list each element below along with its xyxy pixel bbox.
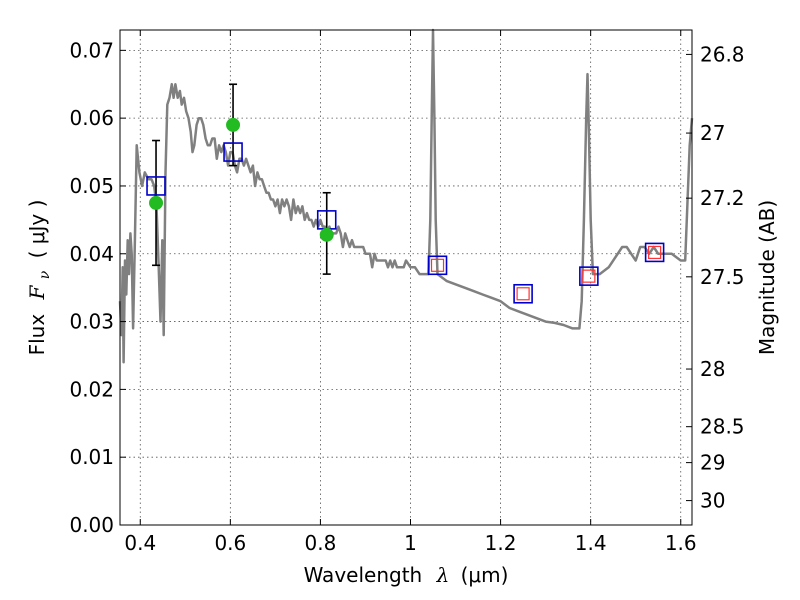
y2-tick-label: 27.5 [700, 265, 745, 289]
x-tick-label: 0.8 [305, 531, 337, 555]
observed-point [319, 227, 334, 242]
predicted-band-square [516, 287, 530, 301]
series-layer [118, 28, 694, 364]
predicted-band-square [582, 269, 596, 283]
model-sed-line [118, 28, 694, 364]
model-band-square [513, 283, 533, 304]
y2-tick-label: 29 [700, 451, 725, 475]
errorbar-layer [152, 83, 331, 275]
y2-tick-label: 26.8 [700, 42, 745, 66]
y2-tick-label: 28 [700, 357, 725, 381]
marker-layer [146, 117, 665, 304]
y-tick-label: 0.02 [69, 377, 114, 401]
y2-tick-label: 27.2 [700, 186, 745, 210]
x-tick-label: 1.2 [485, 531, 517, 555]
predicted-band-square [648, 245, 662, 260]
y-tick-label: 0.03 [69, 310, 114, 334]
y-tick-label: 0.07 [69, 38, 114, 62]
model-band-square [644, 242, 665, 263]
y-tick-label: 0.00 [69, 513, 114, 537]
x-tick-label: 1 [404, 531, 417, 555]
y2-axis-label: Magnitude (AB) [755, 200, 779, 355]
model-band-square [427, 255, 448, 276]
y2-tick-label: 28.5 [700, 415, 745, 439]
model-band-square [146, 176, 166, 196]
observed-point [149, 195, 164, 210]
ticks: 0.4 0.6 0.8 1 1.2 1.4 1.6 0.00 0.01 0.02 0.03 0.04 0… [69, 30, 745, 555]
observed-point [226, 117, 241, 132]
x-tick-label: 0.4 [124, 531, 156, 555]
x-tick-label: 1.6 [665, 531, 697, 555]
plot-frame [119, 29, 693, 526]
x-tick-label: 1.4 [575, 531, 607, 555]
x-axis-label: Wavelength λ (μm) [304, 563, 509, 587]
y2-tick-label: 27 [700, 121, 725, 145]
y-tick-label: 0.05 [69, 174, 114, 198]
predicted-band-square [430, 258, 445, 272]
y-tick-label: 0.01 [69, 445, 114, 469]
y2-tick-label: 30 [700, 489, 725, 513]
y-tick-label: 0.06 [69, 106, 114, 130]
y-tick-label: 0.04 [69, 242, 114, 266]
grid [120, 30, 692, 526]
y-axis-label: Flux F ν ( μJy ) [25, 200, 54, 356]
model-band-square [579, 266, 599, 286]
model-band-square [223, 142, 243, 162]
x-tick-label: 0.6 [214, 531, 246, 555]
